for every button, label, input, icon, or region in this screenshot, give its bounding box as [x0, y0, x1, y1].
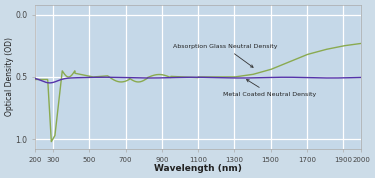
Text: Metal Coated Neutral Density: Metal Coated Neutral Density — [224, 80, 317, 97]
Y-axis label: Optical Density (OD): Optical Density (OD) — [5, 38, 14, 116]
Text: Absorption Glass Neutral Density: Absorption Glass Neutral Density — [173, 44, 277, 67]
X-axis label: Wavelength (nm): Wavelength (nm) — [154, 164, 242, 173]
